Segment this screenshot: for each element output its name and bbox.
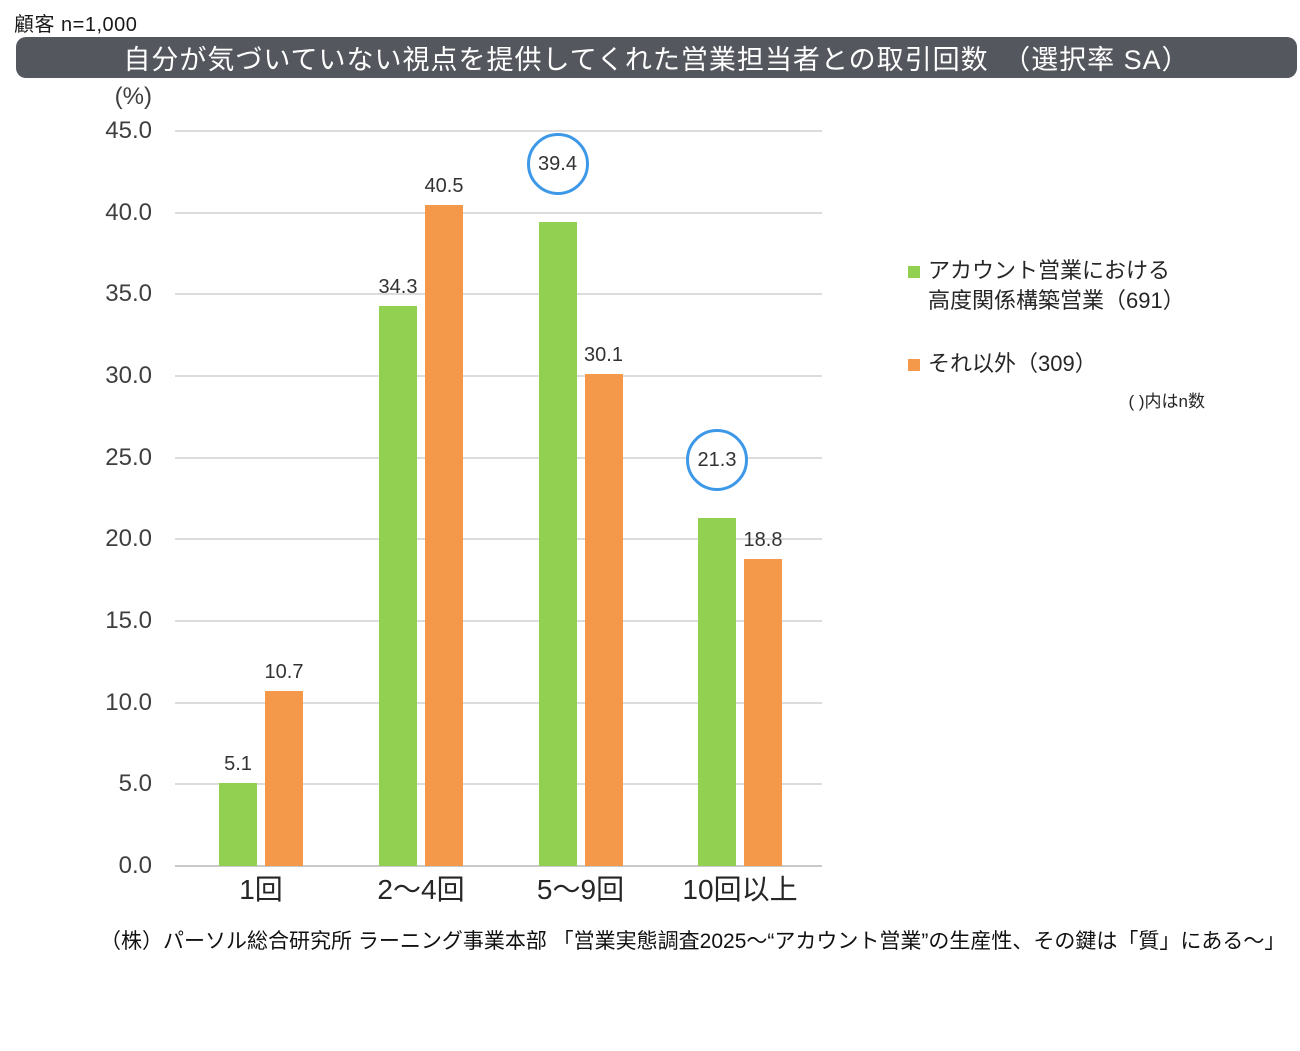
gridline [175, 293, 822, 296]
x-category-label: 5～9回 [536, 874, 625, 905]
x-category-label: 2～4回 [377, 874, 465, 905]
legend-note-n-count: ( )内はn数 [1128, 392, 1206, 411]
y-tick-label: 30.0 [105, 362, 152, 389]
y-tick-label: 15.0 [105, 607, 152, 634]
legend-swatch-orange [908, 359, 920, 371]
gridline [175, 375, 822, 377]
x-category-label: 1回 [239, 874, 283, 905]
bar-orange-cat2 [584, 374, 623, 866]
gridline [175, 783, 822, 786]
y-tick-label: 45.0 [105, 117, 152, 144]
gridline [175, 620, 822, 622]
legend-label-line: それ以外（309） [928, 351, 1097, 376]
source-citation: （株）パーソル総合研究所 ラーニング事業本部 「営業実態調査2025～“アカウン… [100, 930, 1286, 953]
y-tick-label: 25.0 [105, 443, 152, 471]
y-tick-label: 35.0 [105, 280, 152, 308]
title-bar: 自分が気づいていない視点を提供してくれた営業担当者との取引回数 （選択率 SA） [16, 37, 1297, 78]
y-tick-label: 20.0 [105, 525, 152, 553]
value-label: 34.3 [378, 275, 418, 298]
bar-green-cat1 [379, 305, 417, 866]
x-category-label: 10回以上 [682, 874, 798, 905]
gridline [175, 211, 822, 214]
bar-green-cat3 [698, 518, 736, 866]
gridline [175, 701, 822, 704]
y-tick-label: 0.0 [118, 852, 152, 879]
value-label: 40.5 [424, 174, 464, 197]
bar-green-cat0 [219, 782, 257, 866]
x-axis-line [175, 865, 822, 867]
value-label: 30.1 [584, 344, 623, 367]
highlight-circle: 39.4 [526, 133, 589, 196]
y-tick-label: 40.0 [105, 198, 152, 226]
legend-item-account-sales: アカウント営業における 高度関係構築営業（691） [908, 256, 1185, 316]
legend-item-others: それ以外（309） [908, 349, 1097, 379]
gridline [175, 456, 822, 459]
legend-label-line: アカウント営業における [928, 258, 1171, 283]
sample-size-note: 顧客 n=1,000 [14, 14, 138, 36]
legend-swatch-green [908, 266, 920, 278]
bar-orange-cat1 [425, 204, 463, 866]
bar-green-cat2 [538, 222, 577, 866]
value-label: 10.7 [264, 661, 304, 684]
chart-title: 自分が気づいていない視点を提供してくれた営業担当者との取引回数 （選択率 SA） [123, 45, 1190, 75]
bar-orange-cat3 [744, 558, 782, 866]
gridline [175, 130, 822, 132]
legend-label-line: 高度関係構築営業（691） [928, 288, 1185, 313]
highlight-circle: 21.3 [686, 429, 748, 492]
y-tick-label: 10.0 [105, 688, 152, 716]
y-axis-unit-label: (%) [114, 83, 152, 110]
y-tick-label: 5.0 [118, 770, 152, 798]
value-label: 5.1 [224, 752, 252, 775]
value-label: 18.8 [743, 528, 783, 551]
gridline [175, 538, 822, 541]
bar-orange-cat0 [265, 691, 303, 866]
